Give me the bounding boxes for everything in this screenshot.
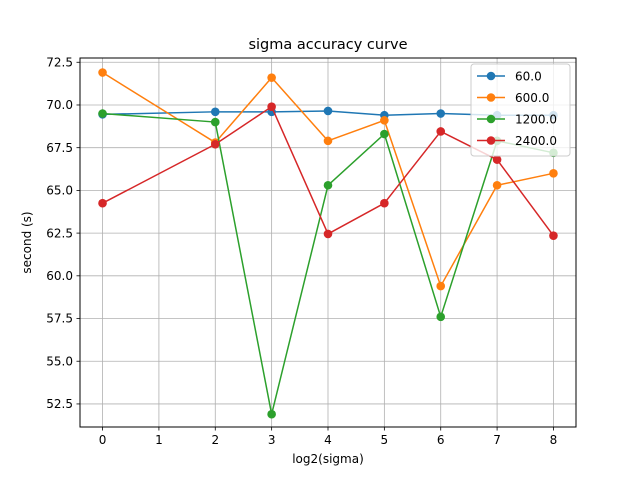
data-point — [98, 198, 107, 208]
data-point — [436, 109, 446, 118]
y-tick-label: 55.0 — [46, 354, 73, 368]
legend-label: 2400.0 — [515, 134, 557, 148]
series-600.0 — [98, 68, 558, 291]
series-line — [102, 71, 554, 287]
x-tick-label: 3 — [268, 433, 276, 447]
data-point — [267, 409, 276, 419]
data-point — [323, 229, 333, 239]
x-axis-label: log2(sigma) — [292, 452, 364, 466]
legend-label: 1200.0 — [515, 112, 557, 126]
legend-item: 1200.0 — [477, 112, 557, 126]
x-axis: 0 1 2 3 4 5 6 7 8 — [99, 427, 558, 447]
data-point — [549, 231, 558, 240]
x-tick-label: 0 — [99, 433, 107, 447]
y-tick-label: 57.5 — [46, 312, 73, 326]
data-point — [380, 129, 389, 139]
data-point — [492, 180, 502, 190]
data-point — [210, 117, 220, 127]
x-tick-label: 2 — [211, 433, 219, 447]
y-tick-label: 70.0 — [46, 98, 73, 112]
y-tick-label: 65.0 — [46, 184, 73, 198]
x-tick-label: 6 — [437, 433, 445, 447]
legend: 60.0 600.0 1200.0 2400.0 — [470, 63, 571, 157]
data-point — [323, 136, 333, 146]
data-point — [210, 107, 220, 117]
data-point — [549, 169, 558, 178]
y-tick-label: 67.5 — [46, 141, 73, 155]
x-tick-label: 7 — [493, 433, 501, 447]
series-line — [102, 112, 554, 415]
legend-swatch-marker — [486, 114, 496, 124]
data-point — [380, 116, 389, 125]
x-tick-label: 1 — [155, 433, 163, 447]
y-axis-label: second (s) — [20, 211, 34, 273]
y-axis: 52.5 55.0 57.5 60.0 62.5 65.0 67.5 70.0 72.5 — [46, 55, 80, 411]
x-tick-label: 4 — [324, 433, 332, 447]
y-tick-label: 52.5 — [46, 397, 73, 411]
y-tick-label: 62.5 — [46, 226, 73, 240]
legend-item: 2400.0 — [477, 134, 557, 148]
data-point — [492, 155, 502, 164]
data-point — [267, 73, 276, 82]
legend-item: 600.0 — [477, 91, 549, 105]
legend-swatch-marker — [486, 71, 496, 81]
legend-box — [470, 63, 571, 157]
data-point — [98, 68, 107, 77]
data-point — [323, 180, 333, 190]
y-tick-label: 72.5 — [46, 55, 73, 69]
data-point — [436, 127, 446, 136]
legend-swatch-marker — [486, 93, 496, 102]
chart-title: sigma accuracy curve — [248, 37, 407, 53]
data-point — [323, 106, 333, 116]
x-tick-label: 5 — [381, 433, 389, 447]
data-point — [98, 109, 107, 118]
legend-label: 60.0 — [515, 69, 542, 83]
y-tick-label: 60.0 — [46, 269, 73, 283]
data-point — [436, 312, 446, 322]
legend-label: 600.0 — [515, 91, 549, 105]
data-point — [210, 139, 220, 149]
data-point — [267, 102, 276, 111]
legend-item: 60.0 — [477, 69, 542, 83]
data-point — [436, 281, 446, 291]
data-point — [380, 198, 389, 208]
legend-swatch-marker — [486, 136, 496, 145]
x-tick-label: 8 — [550, 433, 558, 447]
